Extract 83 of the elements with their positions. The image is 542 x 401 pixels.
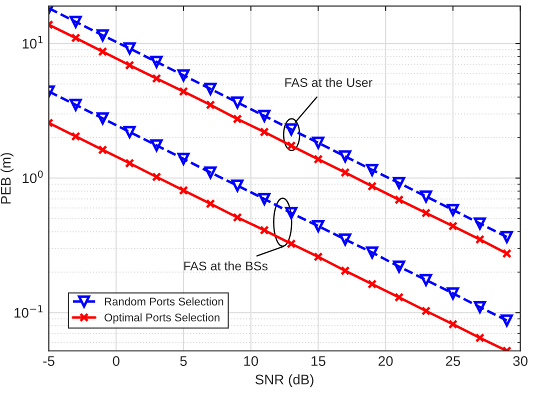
y-tick-label: 10$^{0}$ xyxy=(22,170,43,184)
point xyxy=(260,225,270,235)
point xyxy=(152,172,162,182)
point xyxy=(367,182,377,191)
point xyxy=(286,239,296,248)
point xyxy=(366,164,378,176)
point xyxy=(232,212,242,222)
point xyxy=(231,179,244,192)
y-axis-title: PEB (m) xyxy=(0,153,14,204)
annotation: FAS at the User xyxy=(285,78,372,87)
point xyxy=(96,112,109,124)
point xyxy=(124,158,134,168)
y-tick-label: 10$^{−1}$ xyxy=(14,305,43,318)
point xyxy=(204,82,217,96)
point xyxy=(150,56,163,68)
y-tick-label: 10$^{1}$ xyxy=(22,36,43,49)
point xyxy=(124,42,136,55)
point xyxy=(204,166,217,179)
point xyxy=(285,206,298,220)
point xyxy=(314,154,323,164)
point xyxy=(339,150,352,162)
point xyxy=(258,192,270,206)
point xyxy=(124,60,134,70)
x-tick-label: 25 xyxy=(446,356,460,366)
point xyxy=(392,260,406,273)
x-tick-label: 0 xyxy=(112,356,120,366)
point xyxy=(258,110,270,122)
x-tick-label: 30 xyxy=(513,356,528,366)
point xyxy=(340,266,350,276)
point xyxy=(394,292,404,302)
x-axis-title: SNR (dB) xyxy=(255,374,314,388)
x-tick-label: 5 xyxy=(180,356,187,366)
point xyxy=(421,208,431,218)
point xyxy=(340,168,350,178)
point xyxy=(260,127,270,137)
point xyxy=(448,221,458,231)
point xyxy=(178,86,188,96)
point xyxy=(232,114,242,124)
point xyxy=(286,141,296,150)
point xyxy=(70,98,82,111)
point xyxy=(71,33,80,43)
point xyxy=(177,69,190,82)
point xyxy=(500,230,513,244)
point xyxy=(124,126,136,138)
legend-label: Optimal Ports Selection xyxy=(104,313,220,324)
point xyxy=(96,29,109,42)
point xyxy=(446,287,460,300)
point xyxy=(420,190,432,203)
point xyxy=(366,246,378,259)
point xyxy=(474,300,486,314)
point xyxy=(475,333,485,343)
x-tick-label: 15 xyxy=(312,356,326,366)
point xyxy=(178,186,188,196)
point xyxy=(70,16,82,28)
annotation: FAS at the BSs xyxy=(184,261,268,270)
point xyxy=(446,204,460,216)
point xyxy=(71,132,80,142)
point xyxy=(206,100,216,110)
point xyxy=(420,274,432,286)
point xyxy=(474,217,486,230)
point xyxy=(367,279,377,289)
point xyxy=(392,176,406,190)
point xyxy=(314,252,323,262)
point xyxy=(500,314,513,327)
point xyxy=(150,139,163,152)
x-tick-label: -5 xyxy=(43,356,54,366)
point xyxy=(312,220,324,232)
point xyxy=(206,198,216,208)
point xyxy=(312,136,324,149)
legend-label: Random Ports Selection xyxy=(104,297,224,306)
point xyxy=(98,46,108,56)
point xyxy=(231,96,244,109)
point xyxy=(98,145,108,155)
point xyxy=(502,248,512,258)
point xyxy=(475,234,485,244)
point xyxy=(152,74,162,84)
x-tick-label: 10 xyxy=(244,356,258,366)
point xyxy=(394,195,404,204)
point xyxy=(339,233,352,246)
point xyxy=(421,306,431,316)
point xyxy=(177,152,190,165)
x-tick-label: 20 xyxy=(378,356,393,366)
point xyxy=(448,320,458,329)
